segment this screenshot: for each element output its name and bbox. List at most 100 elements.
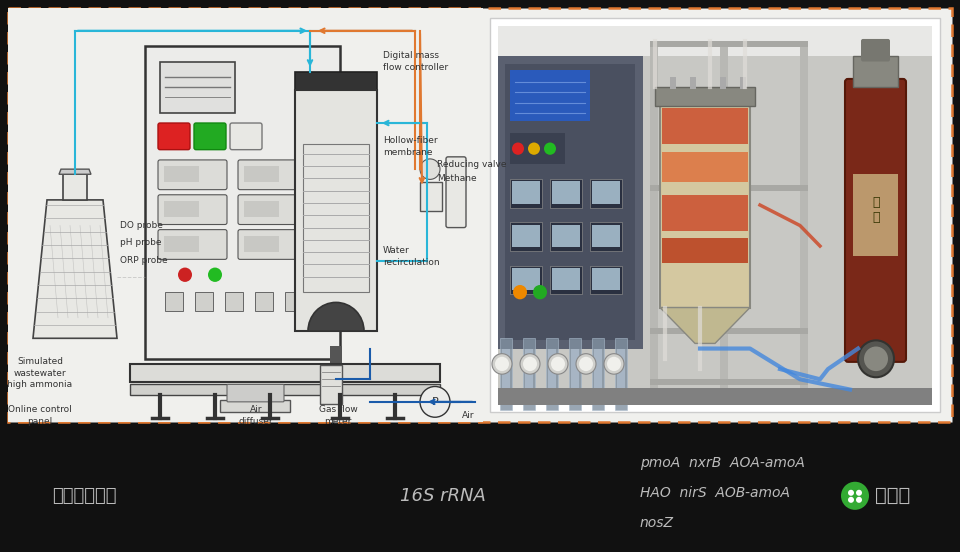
Text: pH probe: pH probe [120,238,161,247]
Text: Hollow-fiber
membrane: Hollow-fiber membrane [383,136,438,157]
Bar [512,182,540,204]
Bar [615,338,627,410]
Bar [225,292,243,311]
Text: DO probe: DO probe [120,221,163,230]
Text: Air
diffuser: Air diffuser [239,405,274,426]
Text: pmoA  nxrB  AOA-amoA: pmoA nxrB AOA-amoA [640,456,804,470]
Bar [164,166,199,183]
Text: 甲
烷: 甲 烷 [873,196,879,224]
Bar [617,348,625,395]
Text: nosZ: nosZ [640,516,674,530]
Bar [255,292,273,311]
Bar [510,222,542,251]
Bar [550,222,582,251]
Bar [690,77,696,89]
Bar [592,182,620,204]
FancyBboxPatch shape [861,39,890,61]
Bar [164,201,199,217]
Text: 16S rRNA: 16S rRNA [400,487,486,505]
Bar [662,195,748,231]
FancyBboxPatch shape [194,123,226,150]
FancyBboxPatch shape [227,384,284,402]
FancyBboxPatch shape [158,123,190,150]
Bar [590,179,622,208]
Bar [510,133,565,164]
Bar [650,41,808,47]
Bar [662,108,748,144]
Bar [650,379,808,385]
Bar [510,179,542,208]
FancyBboxPatch shape [238,195,307,225]
Circle shape [848,497,854,503]
Bar [8,8,483,422]
Bar [130,364,440,383]
Bar [220,400,290,412]
FancyBboxPatch shape [158,230,227,259]
Circle shape [520,354,540,374]
Bar [244,201,279,217]
Circle shape [548,354,568,374]
Bar [500,338,512,410]
Bar [303,144,369,292]
FancyBboxPatch shape [446,157,466,227]
FancyBboxPatch shape [158,160,227,190]
Bar [490,18,940,412]
Bar [655,87,755,105]
Bar [498,25,932,405]
Wedge shape [308,302,364,331]
Circle shape [604,354,624,374]
Text: P: P [432,397,439,407]
Bar [523,338,535,410]
Text: Simulated
wastewater
high ammonia: Simulated wastewater high ammonia [8,357,73,389]
Bar [498,56,643,348]
Bar [853,174,898,256]
FancyBboxPatch shape [238,160,307,190]
Bar [502,348,510,395]
Bar [295,72,377,90]
Circle shape [544,142,556,155]
Bar [320,365,342,404]
Text: Gas flow
meter: Gas flow meter [319,405,357,426]
Bar [571,348,579,395]
FancyBboxPatch shape [230,123,262,150]
Circle shape [607,357,621,371]
Circle shape [841,482,869,510]
Bar [552,225,580,247]
Bar [662,238,748,263]
Bar [160,61,235,113]
Text: Methane: Methane [437,174,476,183]
Bar [853,56,898,87]
Polygon shape [59,169,91,174]
Bar [195,292,213,311]
Bar [498,25,932,56]
Circle shape [178,268,192,282]
Polygon shape [33,200,117,338]
Text: Digital mass
flow controller: Digital mass flow controller [383,51,448,72]
Circle shape [523,357,537,371]
Bar [720,41,728,390]
Circle shape [848,490,854,496]
Bar [552,268,580,290]
Circle shape [420,386,450,417]
Polygon shape [63,174,87,200]
Bar [130,384,440,395]
Bar [498,388,932,405]
Bar [548,348,556,395]
Circle shape [856,490,862,496]
Bar [594,348,602,395]
Circle shape [579,357,593,371]
Text: Online control
panel: Online control panel [8,405,72,426]
Bar [505,63,635,341]
Text: ORP probe: ORP probe [120,256,168,265]
Circle shape [492,354,512,374]
Bar [145,46,340,359]
Bar [590,266,622,294]
Bar [550,179,582,208]
Circle shape [512,142,524,155]
Bar [592,338,604,410]
Bar [164,236,199,252]
Circle shape [551,357,565,371]
Bar [525,348,533,395]
Bar [512,268,540,290]
Text: Air: Air [462,411,474,420]
